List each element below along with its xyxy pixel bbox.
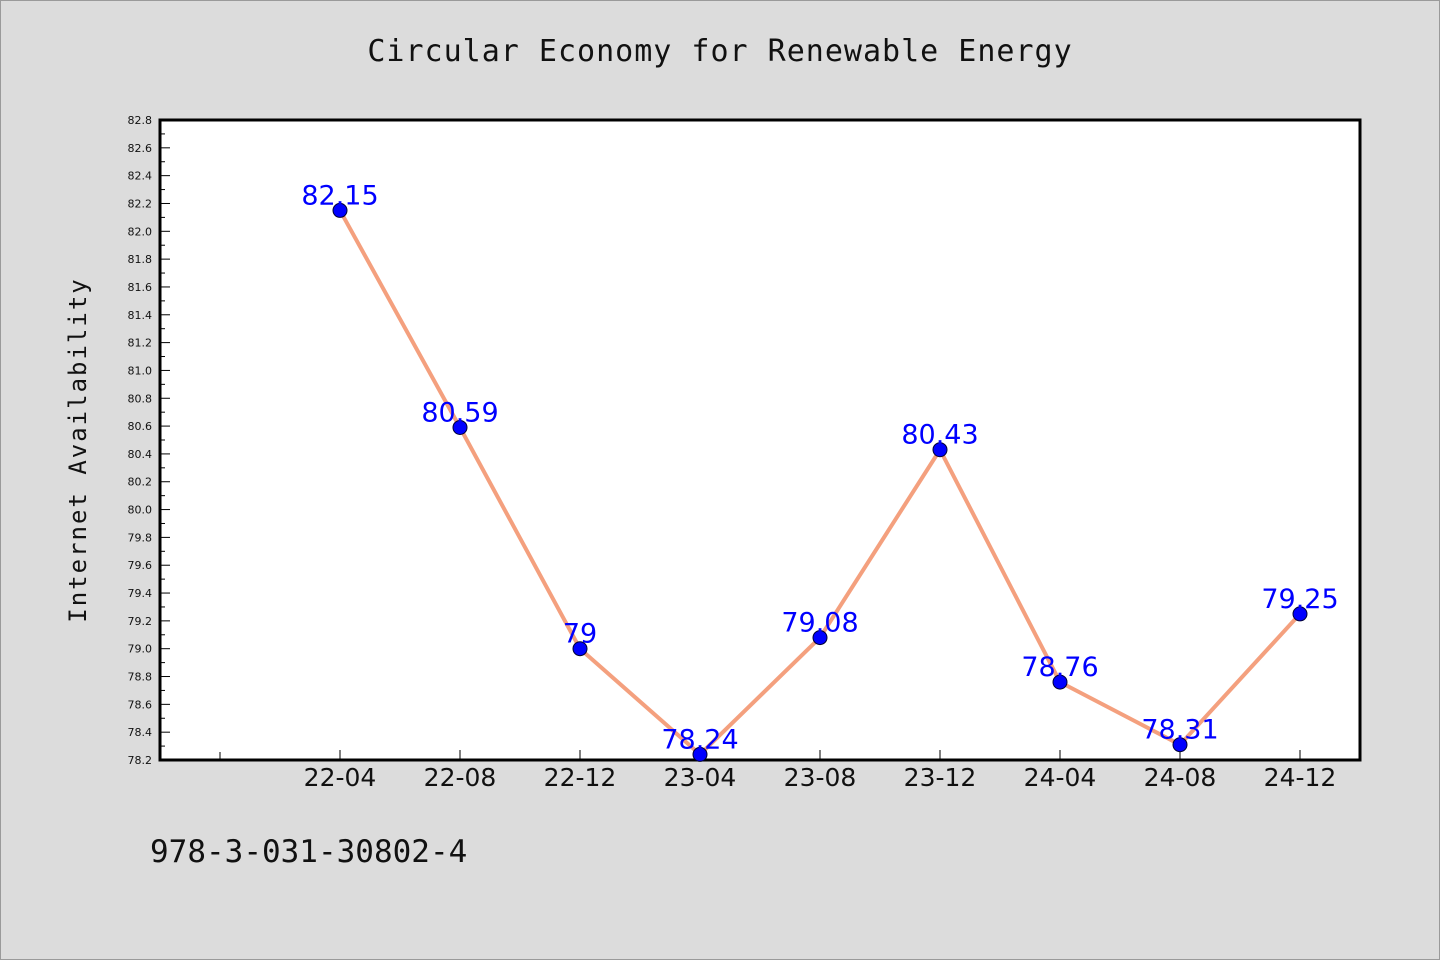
y-tick-label: 82.0 — [128, 225, 153, 238]
y-tick-label: 81.2 — [128, 337, 153, 350]
y-tick-label: 79.6 — [128, 559, 153, 572]
y-axis-label: Internet Availability — [64, 277, 92, 622]
x-tick-label: 22-08 — [424, 763, 497, 792]
footer-identifier: 978-3-031-30802-4 — [150, 834, 468, 870]
y-tick-label: 80.2 — [128, 476, 153, 489]
data-label: 80.43 — [901, 420, 978, 451]
y-tick-label: 80.0 — [128, 504, 153, 517]
y-tick-label: 79.8 — [128, 531, 153, 544]
y-tick-label: 79.2 — [128, 615, 153, 628]
x-tick-label: 22-04 — [304, 763, 377, 792]
data-point — [1172, 737, 1188, 753]
data-point — [1292, 606, 1308, 622]
data-label: 79.25 — [1261, 584, 1338, 615]
data-point — [1052, 674, 1068, 690]
data-label: 78.24 — [661, 724, 738, 755]
y-tick-label: 82.6 — [128, 142, 153, 155]
y-tick-label: 82.2 — [128, 197, 153, 210]
y-tick-label: 81.4 — [128, 309, 153, 322]
data-point — [932, 442, 948, 458]
y-tick-label: 81.6 — [128, 281, 153, 294]
x-tick-label: 23-08 — [784, 763, 857, 792]
y-tick-label: 82.4 — [128, 170, 153, 183]
data-point — [572, 641, 588, 657]
y-tick-label: 80.6 — [128, 420, 153, 433]
data-label: 78.76 — [1021, 652, 1098, 683]
x-tick-label: 23-04 — [664, 763, 737, 792]
data-label: 82.15 — [301, 180, 378, 211]
data-label: 79.08 — [781, 608, 858, 639]
y-axis: 78.2 78.4 78.6 78.8 79.0 79.2 79.4 79.6 79.8 80.0… — [128, 114, 170, 767]
chart-title: Circular Economy for Renewable Energy — [367, 34, 1073, 69]
y-tick-label: 78.2 — [128, 754, 153, 767]
y-tick-label: 81.0 — [128, 364, 153, 377]
y-tick-label: 79.0 — [128, 643, 153, 656]
data-point — [692, 746, 708, 762]
data-label: 78.31 — [1141, 715, 1218, 746]
y-tick-label: 81.8 — [128, 253, 153, 266]
x-tick-label: 24-08 — [1144, 763, 1217, 792]
data-label: 79 — [563, 619, 597, 650]
y-tick-label: 80.4 — [128, 448, 153, 461]
data-point — [332, 202, 348, 218]
series-layer: 82.15 80.59 79 78.24 79.08 80.43 78.76 78.31 79.… — [301, 180, 1339, 762]
x-axis: 22-04 22-08 22-12 23-04 23-08 23-12 24-04 24-08… — [219, 750, 1337, 792]
plot-area — [158, 118, 1362, 762]
x-tick-label: 24-12 — [1264, 763, 1337, 792]
y-tick-label: 82.8 — [128, 114, 153, 127]
y-tick-label: 80.8 — [128, 392, 153, 405]
x-tick-label: 22-12 — [544, 763, 617, 792]
x-tick-label: 24-04 — [1024, 763, 1097, 792]
data-label: 80.59 — [421, 397, 498, 428]
y-tick-label: 79.4 — [128, 587, 153, 600]
y-tick-label: 78.6 — [128, 698, 153, 711]
y-tick-label: 78.8 — [128, 671, 153, 684]
x-tick-label: 23-12 — [904, 763, 977, 792]
y-tick-label: 78.4 — [128, 726, 153, 739]
data-point — [812, 630, 828, 646]
data-point — [452, 419, 468, 435]
